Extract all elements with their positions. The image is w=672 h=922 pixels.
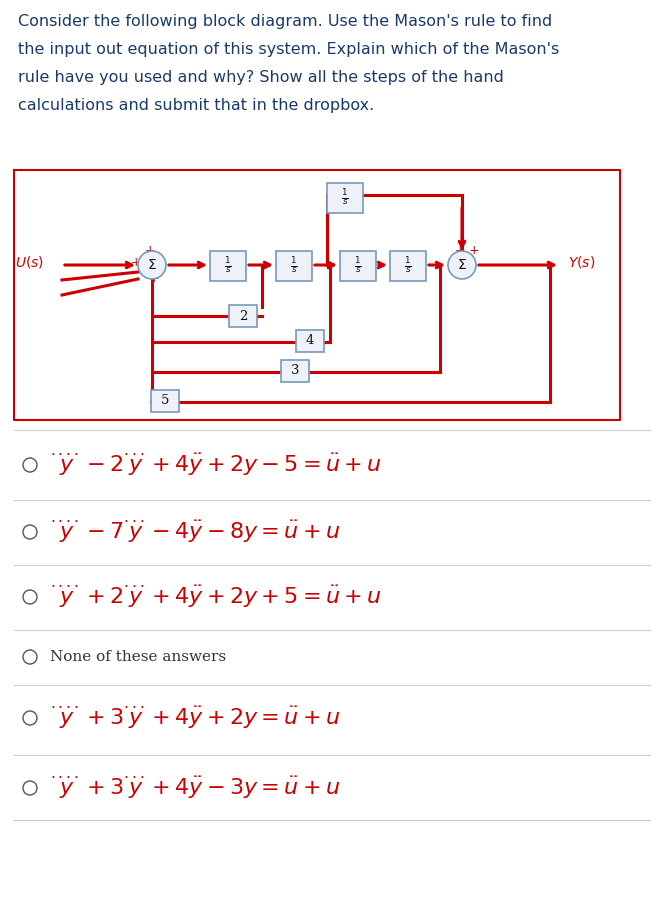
- Circle shape: [23, 650, 37, 664]
- Text: $\Sigma$: $\Sigma$: [457, 258, 467, 272]
- Text: $\overset{....}{y} + 3\overset{...}{y}+4\ddot{y}-3y=\ddot{u}+u$: $\overset{....}{y} + 3\overset{...}{y}+4…: [50, 774, 341, 801]
- FancyBboxPatch shape: [340, 251, 376, 281]
- Circle shape: [23, 458, 37, 472]
- Text: $\frac{1}{s}$: $\frac{1}{s}$: [341, 188, 349, 208]
- Text: $\frac{1}{s}$: $\frac{1}{s}$: [354, 255, 362, 277]
- Circle shape: [23, 590, 37, 604]
- Text: +: +: [468, 243, 479, 256]
- FancyBboxPatch shape: [229, 305, 257, 327]
- FancyBboxPatch shape: [296, 330, 324, 352]
- Text: +: +: [149, 271, 159, 285]
- Circle shape: [23, 781, 37, 795]
- FancyBboxPatch shape: [390, 251, 426, 281]
- Text: the input out equation of this system. Explain which of the Mason's: the input out equation of this system. E…: [18, 42, 559, 57]
- Text: +: +: [455, 244, 465, 257]
- Text: $\overset{....}{y} + 2\overset{...}{y}+4\ddot{y}+2y+5=\ddot{u}+u$: $\overset{....}{y} + 2\overset{...}{y}+4…: [50, 584, 382, 610]
- Text: $U(s)$: $U(s)$: [15, 254, 44, 270]
- Text: +: +: [144, 244, 155, 257]
- Text: $\overset{....}{y} -7\overset{...}{y}-4\ddot{y}-8y=\ddot{u}+u$: $\overset{....}{y} -7\overset{...}{y}-4\…: [50, 519, 341, 545]
- Text: $\overset{....}{y} - 2\overset{...}{y}+4\ddot{y}+2y-5=\ddot{u}+u$: $\overset{....}{y} - 2\overset{...}{y}+4…: [50, 452, 382, 479]
- Circle shape: [448, 251, 476, 279]
- Text: 4: 4: [306, 335, 314, 348]
- Text: $\Sigma$: $\Sigma$: [147, 258, 157, 272]
- FancyBboxPatch shape: [281, 360, 309, 382]
- FancyBboxPatch shape: [327, 183, 363, 213]
- Text: 3: 3: [291, 364, 299, 377]
- Text: 2: 2: [239, 310, 247, 323]
- Text: $\overset{....}{y} + 3\overset{...}{y}+4\ddot{y}+2y=\ddot{u}+u$: $\overset{....}{y} + 3\overset{...}{y}+4…: [50, 704, 341, 731]
- Circle shape: [138, 251, 166, 279]
- Text: None of these answers: None of these answers: [50, 650, 226, 664]
- Text: rule have you used and why? Show all the steps of the hand: rule have you used and why? Show all the…: [18, 70, 504, 85]
- Text: calculations and submit that in the dropbox.: calculations and submit that in the drop…: [18, 98, 374, 113]
- Text: 5: 5: [161, 395, 169, 408]
- Text: $\frac{1}{s}$: $\frac{1}{s}$: [405, 255, 412, 277]
- FancyBboxPatch shape: [210, 251, 246, 281]
- Text: $\frac{1}{s}$: $\frac{1}{s}$: [224, 255, 232, 277]
- FancyBboxPatch shape: [151, 390, 179, 412]
- Text: $Y(s)$: $Y(s)$: [568, 254, 595, 270]
- Circle shape: [23, 525, 37, 539]
- Text: $\frac{1}{s}$: $\frac{1}{s}$: [290, 255, 298, 277]
- Text: +: +: [130, 256, 141, 269]
- Text: Consider the following block diagram. Use the Mason's rule to find: Consider the following block diagram. Us…: [18, 14, 552, 29]
- FancyBboxPatch shape: [276, 251, 312, 281]
- Circle shape: [23, 711, 37, 725]
